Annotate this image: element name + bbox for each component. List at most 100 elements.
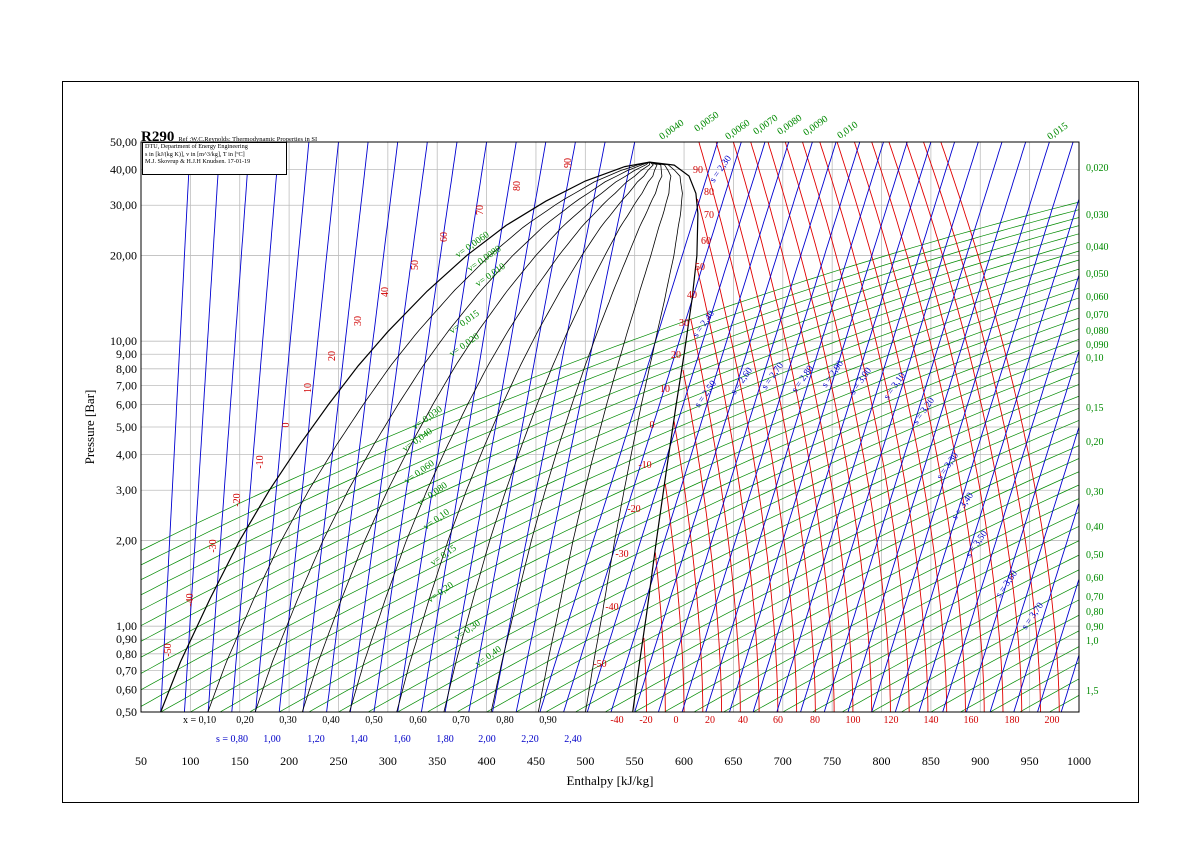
quality-line — [254, 161, 650, 712]
y-tick-label: 10,00 — [110, 334, 137, 348]
isotherm-line — [673, 421, 704, 712]
isentrope-line — [871, 142, 1050, 712]
isochore-line — [663, 498, 1079, 712]
quality-label: 0,70 — [452, 715, 470, 726]
isentrope-line — [397, 142, 488, 712]
vapor-temp-label: -20 — [627, 504, 640, 515]
isochore-line — [456, 407, 1079, 712]
isotherm-line — [750, 142, 854, 712]
isentrope-line — [278, 142, 339, 712]
isotherm-line — [698, 142, 798, 712]
isentrope-line — [444, 142, 547, 712]
isentrope-line — [942, 273, 1079, 712]
vapor-temp-label: 90 — [693, 165, 703, 176]
isochore-line — [574, 458, 1079, 712]
temperature-bottom-label: -20 — [639, 715, 652, 726]
volume-label-right: 0,30 — [1086, 487, 1104, 498]
volume-label-top: 0,0040 — [657, 118, 686, 143]
quality-label: 0,90 — [539, 715, 557, 726]
isochore-line — [782, 554, 1079, 712]
isotherm-line — [715, 142, 816, 712]
isochore-line — [141, 233, 1079, 611]
entropy-label-inside: s = 3,60 — [994, 569, 1020, 600]
volume-label-right: 0,080 — [1086, 326, 1109, 337]
volume-label-right: 0,40 — [1086, 522, 1104, 533]
isochore-line — [141, 250, 1079, 642]
y-tick-label: 0,80 — [116, 647, 137, 661]
y-tick-label: 0,60 — [116, 682, 137, 696]
isentrope-line — [231, 142, 280, 712]
volume-label-right: 0,050 — [1086, 269, 1109, 280]
isotherm-line — [696, 267, 760, 712]
entropy-bottom-label: 1,20 — [307, 734, 325, 745]
isochore-line — [141, 217, 1079, 581]
quality-line — [443, 161, 658, 712]
quality-label: 0,20 — [236, 715, 254, 726]
isotherm-line — [690, 318, 741, 712]
saturated-liquid-line — [160, 161, 650, 712]
isotherm-line — [784, 142, 891, 712]
quality-line — [537, 161, 672, 712]
volume-label-right: 0,50 — [1086, 550, 1104, 561]
x-tick-label: 100 — [181, 754, 199, 768]
volume-label-right: 0,060 — [1086, 292, 1109, 303]
volume-label-inside: v= 0,060 — [403, 459, 437, 487]
vapor-temp-label: -30 — [615, 549, 628, 560]
y-tick-label: 50,00 — [110, 135, 137, 149]
isotherm-line — [802, 142, 910, 712]
isentrope-line — [800, 142, 979, 712]
saturation-temp-label: -20 — [232, 493, 243, 506]
temperature-bottom-label: 180 — [1005, 715, 1020, 726]
y-tick-label: 1,00 — [116, 619, 137, 633]
saturation-temp-label: 80 — [512, 181, 523, 191]
x-tick-label: 800 — [873, 754, 891, 768]
isotherm-line — [682, 369, 723, 712]
entropy-label-inside: s = 3,00 — [848, 366, 874, 397]
entropy-bottom-label: 2,40 — [564, 734, 582, 745]
quality-line — [396, 161, 654, 712]
vapor-temp-label: 30 — [679, 318, 689, 329]
isochore-line — [841, 584, 1079, 712]
vapor-temp-label: -50 — [593, 659, 606, 670]
info-line: DTU, Department of Energy Engineering — [145, 143, 248, 150]
y-tick-label: 8,00 — [116, 362, 137, 376]
x-tick-label: 50 — [135, 754, 147, 768]
info-line: M.J. Skovrup & H.J.H Knudsen. 17-01-19 — [145, 158, 251, 166]
y-tick-label: 0,90 — [116, 632, 137, 646]
x-tick-label: 900 — [971, 754, 989, 768]
saturation-temp-label: 60 — [439, 232, 450, 242]
isentrope-line — [681, 142, 861, 712]
isentrope-line — [847, 142, 1027, 712]
y-tick-label: 4,00 — [116, 448, 137, 462]
isochore-line — [308, 349, 1079, 712]
vapor-temp-label: 10 — [660, 384, 670, 395]
isochore-line — [485, 420, 1079, 712]
saturation-temp-label: 20 — [327, 351, 338, 361]
y-tick-label: 2,00 — [116, 533, 137, 547]
x-tick-label: 700 — [774, 754, 792, 768]
entropy-bottom-label: 1,00 — [263, 734, 281, 745]
isentrope-line — [729, 142, 908, 712]
chart-title: R290 — [141, 129, 175, 145]
volume-label-right: 0,040 — [1086, 242, 1109, 253]
isochore-line — [870, 599, 1079, 712]
isentrope-line — [468, 142, 576, 712]
temperature-bottom-label: 80 — [810, 715, 820, 726]
saturation-temp-label: -30 — [208, 539, 219, 552]
entropy-bottom-label: 1,40 — [350, 734, 368, 745]
temperature-bottom-label: 60 — [773, 715, 783, 726]
y-tick-label: 5,00 — [116, 420, 137, 434]
curves — [141, 142, 1079, 712]
temperature-bottom-label: 120 — [884, 715, 899, 726]
isentrope-line — [705, 142, 884, 712]
saturation-temp-label: -50 — [163, 643, 174, 656]
temperature-bottom-label: 140 — [924, 715, 939, 726]
volume-label-top: 0,0090 — [801, 114, 830, 139]
isochore-line — [515, 432, 1079, 712]
volume-label-right: 0,80 — [1086, 607, 1104, 618]
isochore-line — [396, 384, 1079, 712]
isotherm-line — [853, 142, 966, 712]
saturation-temp-label: -40 — [185, 593, 196, 606]
isochore-line — [141, 225, 1079, 596]
